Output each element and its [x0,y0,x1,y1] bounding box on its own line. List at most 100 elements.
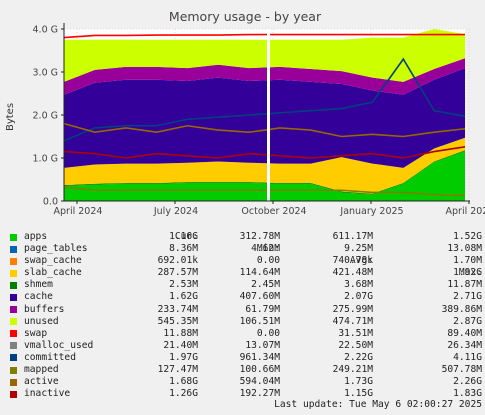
legend-min: 100.66M [239,364,280,376]
y-axis-label: Bytes [5,103,16,131]
legend-swatch [10,269,17,277]
legend-swatch [10,390,17,398]
legend-avg: 9.25M [344,243,373,255]
legend-row-inactive: inactive 1.26G 192.27M 1.15G 1.83G [0,388,485,400]
legend-swatch [10,257,17,265]
legend-min: 61.79M [245,303,280,315]
legend-max: 13.08M [447,243,482,255]
legend-min: 0.00 [256,255,280,267]
legend-name: page_tables [24,243,88,255]
legend-name: slab_cache [24,267,82,279]
legend-cur: 1.97G [169,351,198,363]
legend-min: 2.45M [251,279,280,291]
update-gap-marker [267,29,270,201]
legend-cur: 8.36M [169,243,198,255]
legend-avg: 1.73G [344,376,373,388]
area-unused [64,29,465,82]
legend-name: mapped [24,364,59,376]
legend-avg: 740.78k [332,255,373,267]
legend-swatch [10,366,17,374]
area-shmem [64,150,465,195]
legend-max: 2.87G [453,315,482,327]
legend-row-apps: apps 1.16G 312.78M 611.17M 1.52G [0,231,485,243]
legend-max: 11.87M [447,279,482,291]
legend-row-swap_cache: swap_cache 692.01k 0.00 740.78k 1.70M [0,255,485,267]
legend-name: cache [24,291,53,303]
legend-max: 2.71G [453,291,482,303]
legend-swatch [10,245,17,253]
line-active [63,122,466,138]
x-tick-label-4: April 2025 [446,206,485,217]
legend-name: shmem [24,279,53,291]
legend-avg: 3.68M [344,279,373,291]
last-update: Last update: Tue May 6 02:00:27 2025 [274,399,482,410]
legend-row-swap: swap 11.88M 0.00 31.51M 89.40M [0,328,485,340]
legend-name: swap [24,327,48,339]
legend-row-buffers: buffers 233.74M 61.79M 275.99M 389.86M [0,304,485,316]
legend-name: vmalloc_used [24,339,94,351]
legend-cur: 1.62G [169,291,198,303]
area-cache [64,68,465,168]
legend-name: active [24,376,59,388]
legend-avg: 611.17M [332,231,373,242]
legend: Cur: Min: Avg: Max: apps 1.16G 312.78M 611.… [0,219,485,400]
x-tick-label-3: January 2025 [339,206,403,217]
legend-name: unused [24,315,59,327]
legend-name: swap_cache [24,255,82,267]
y-tick-label-0: 0.0 [43,197,58,208]
legend-row-mapped: mapped 127.47M 100.66M 249.21M 507.78M [0,364,485,376]
x-tick-label-1: July 2024 [153,206,198,217]
legend-swatch [10,354,17,362]
line-inactive [63,146,466,159]
legend-cur: 287.57M [157,267,198,279]
legend-min: 114.64M [239,267,280,279]
legend-swatch [10,378,17,386]
legend-max: 1.70M [453,255,482,267]
legend-rows: apps 1.16G 312.78M 611.17M 1.52G page_tables 8… [0,231,485,400]
legend-max: 507.78M [441,364,482,376]
line-mapped [63,186,466,197]
y-tick-label-3: 3.0 G [33,68,59,79]
legend-avg: 275.99M [332,303,373,315]
legend-avg: 2.22G [344,351,373,363]
legend-min: 106.51M [239,315,280,327]
axes: 0.0 1.0 G 2.0 G 3.0 G 4.0 G April 2024 July 20… [33,23,485,217]
area-apps [64,151,465,201]
legend-cur: 127.47M [157,364,198,376]
legend-max: 2.26G [453,376,482,388]
legend-row-vmalloc_used: vmalloc_used 21.40M 13.07M 22.50M 26.34M [0,340,485,352]
legend-avg: 31.51M [338,327,373,339]
legend-min: 594.04M [239,376,280,388]
legend-row-slab_cache: slab_cache 287.57M 114.64M 421.48M 1.92G [0,267,485,279]
legend-min: 0.00 [256,327,280,339]
legend-min: 13.07M [245,339,280,351]
legend-header-min: Min: [256,243,280,255]
legend-cur: 1.26G [169,388,198,400]
legend-header-avg: Avg: [349,255,373,267]
legend-max: 1.52G [453,231,482,242]
legend-max: 26.34M [447,339,482,351]
legend-swatch [10,306,17,314]
legend-row-unused: unused 545.35M 106.51M 474.71M 2.87G [0,316,485,328]
legend-cur: 233.74M [157,303,198,315]
legend-min: 4.62M [251,243,280,255]
legend-max: 1.83G [453,388,482,400]
x-tick-label-0: April 2024 [54,206,103,217]
legend-row-cache: cache 1.62G 407.60M 2.07G 2.71G [0,291,485,303]
area-slab_cache [64,137,465,194]
legend-min: 407.60M [239,291,280,303]
legend-max: 89.40M [447,327,482,339]
legend-cur: 1.68G [169,376,198,388]
legend-row-page_tables: page_tables 8.36M 4.62M 9.25M 13.08M [0,243,485,255]
legend-min: 961.34M [239,351,280,363]
legend-cur: 2.53M [169,279,198,291]
chart-title: Memory usage - by year [169,9,322,24]
legend-swatch [10,330,17,338]
legend-cur: 11.88M [163,327,198,339]
legend-swatch [10,293,17,301]
legend-header: Cur: Min: Avg: Max: [0,219,485,278]
line-swap [63,33,465,39]
legend-max: 1.92G [453,267,482,279]
legend-max: 389.86M [441,303,482,315]
legend-name: buffers [24,303,65,315]
